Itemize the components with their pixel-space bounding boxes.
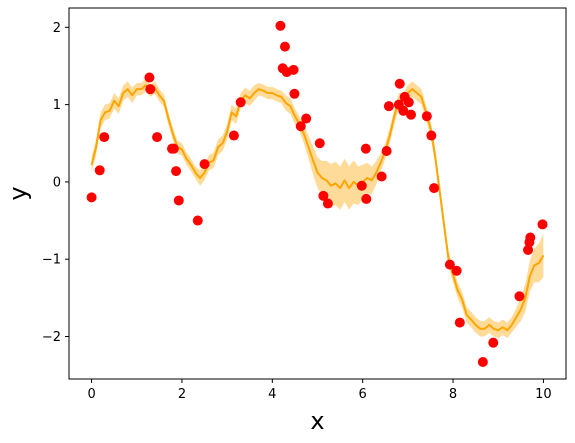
data-point [451, 265, 462, 276]
data-point [145, 84, 156, 95]
data-point [301, 113, 312, 124]
x-tick-label: 10 [535, 387, 552, 402]
data-point [168, 143, 179, 154]
x-tick-label: 4 [268, 387, 276, 402]
data-point [537, 219, 548, 230]
data-point [288, 64, 299, 75]
data-point [322, 198, 333, 209]
points-layer [86, 20, 548, 367]
x-tick-label: 6 [359, 387, 367, 402]
data-point [383, 101, 394, 112]
data-point [514, 291, 525, 302]
data-point [381, 145, 392, 156]
mean-line [90, 84, 545, 332]
data-point [525, 232, 536, 243]
data-point [426, 130, 437, 141]
data-point [199, 159, 210, 170]
y-tick-label: 1 [53, 98, 61, 113]
data-point [99, 132, 110, 143]
data-point [444, 259, 455, 270]
data-point [94, 165, 105, 176]
x-tick-label: 8 [449, 387, 457, 402]
data-point [360, 143, 371, 154]
plot-area [69, 8, 566, 379]
data-point [192, 215, 203, 226]
data-point [275, 20, 286, 31]
y-tick-label: 2 [53, 21, 61, 36]
data-point [421, 111, 432, 122]
data-point [488, 337, 499, 348]
data-point [376, 171, 387, 182]
data-point [295, 121, 306, 132]
data-point [173, 195, 184, 206]
data-point [429, 183, 440, 194]
data-point [144, 72, 155, 83]
data-point [477, 357, 488, 367]
y-axis-label: y [4, 186, 32, 200]
data-point [228, 130, 239, 141]
x-tick-label: 0 [87, 387, 95, 402]
data-point [279, 41, 290, 52]
x-tick-label: 2 [178, 387, 186, 402]
plot-frame [68, 7, 567, 380]
data-point [394, 78, 405, 89]
mean-line-layer [90, 84, 545, 332]
y-axis: −2 −1 0 1 2 [42, 21, 69, 345]
data-point [152, 132, 163, 143]
data-point [523, 244, 534, 255]
data-point [235, 97, 246, 108]
data-point [454, 317, 465, 328]
data-point [356, 180, 367, 191]
data-point [289, 88, 300, 99]
y-tick-label: 0 [53, 175, 61, 190]
x-axis: 0 2 4 6 8 10 [87, 379, 552, 402]
data-point [171, 166, 182, 177]
y-tick-label: −1 [42, 253, 61, 268]
data-point [318, 190, 329, 201]
data-point [403, 97, 414, 108]
data-point [86, 192, 97, 203]
x-axis-label: x [310, 407, 324, 435]
data-point [314, 138, 325, 149]
data-point [398, 105, 409, 116]
data-point [361, 193, 372, 204]
y-tick-label: −2 [42, 330, 61, 345]
data-point [406, 109, 417, 120]
